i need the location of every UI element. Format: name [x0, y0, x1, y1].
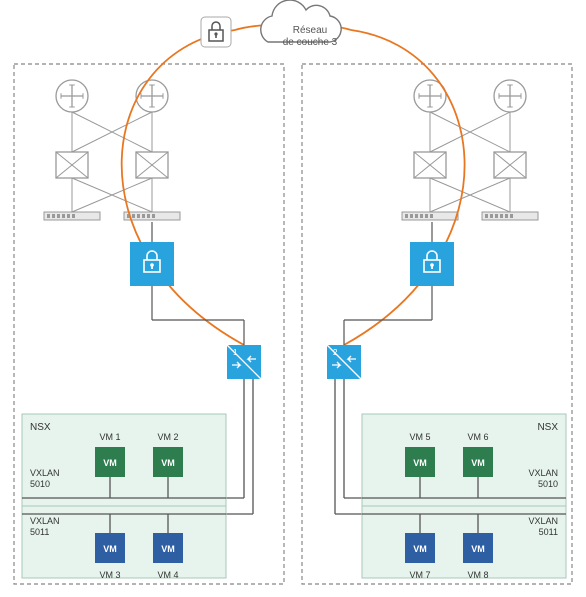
router-icon: [494, 80, 526, 112]
svg-text:VM 1: VM 1: [99, 432, 120, 442]
svg-text:VXLAN: VXLAN: [528, 468, 558, 478]
svg-text:Réseau: Réseau: [293, 25, 327, 36]
server-icon: [482, 212, 538, 220]
server-icon: [402, 212, 458, 220]
svg-text:1: 1: [233, 348, 238, 357]
svg-text:VM 7: VM 7: [409, 570, 430, 580]
server-icon: [124, 212, 180, 220]
server-icon: [44, 212, 100, 220]
svg-text:NSX: NSX: [537, 422, 558, 433]
svg-text:VM: VM: [471, 458, 485, 468]
svg-text:VM: VM: [413, 544, 427, 554]
svg-text:VM: VM: [161, 544, 175, 554]
svg-text:5011: 5011: [539, 527, 558, 537]
svg-text:VM 8: VM 8: [467, 570, 488, 580]
svg-text:VXLAN: VXLAN: [528, 516, 558, 526]
tunnel-left: [122, 30, 244, 345]
svg-text:5011: 5011: [30, 527, 49, 537]
vpn-box: [130, 242, 174, 286]
svg-text:VXLAN: VXLAN: [30, 468, 60, 478]
router-icon: [56, 80, 88, 112]
svg-text:VM: VM: [103, 544, 117, 554]
svg-text:VXLAN: VXLAN: [30, 516, 60, 526]
switch-icon: [494, 152, 526, 178]
svg-text:NSX: NSX: [30, 422, 51, 433]
switch-icon: [56, 152, 88, 178]
svg-text:VM: VM: [161, 458, 175, 468]
tunnel-right: [344, 30, 465, 345]
svg-text:5010: 5010: [538, 479, 558, 489]
svg-text:VM: VM: [471, 544, 485, 554]
lock-icon: [201, 17, 231, 47]
svg-text:VM 6: VM 6: [467, 432, 488, 442]
router-icon: [136, 80, 168, 112]
svg-text:VM: VM: [413, 458, 427, 468]
svg-text:VM: VM: [103, 458, 117, 468]
switch-icon: [136, 152, 168, 178]
switch-icon: [414, 152, 446, 178]
svg-text:VM 4: VM 4: [157, 570, 178, 580]
vpn-box: [410, 242, 454, 286]
svg-text:VM 2: VM 2: [157, 432, 178, 442]
svg-text:de couche 3: de couche 3: [283, 37, 338, 48]
svg-text:2: 2: [333, 348, 338, 357]
svg-text:VM 5: VM 5: [409, 432, 430, 442]
svg-text:VM 3: VM 3: [99, 570, 120, 580]
svg-text:5010: 5010: [30, 479, 50, 489]
